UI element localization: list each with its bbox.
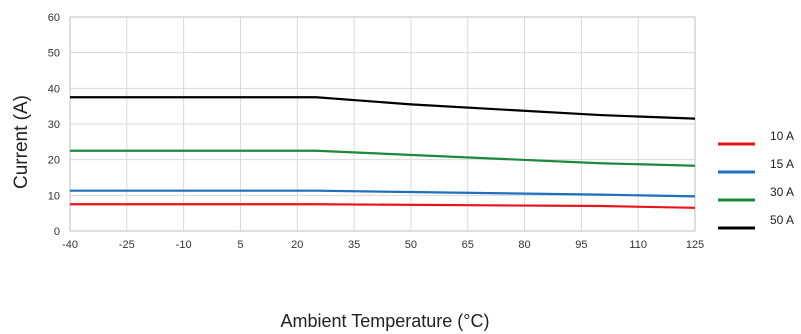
y-tick-label: 0 (54, 226, 60, 238)
y-axis-label: Current (A) (11, 95, 32, 189)
x-tick-label: 80 (518, 239, 530, 251)
series-line-50a (70, 96, 696, 120)
x-tick-label: -25 (119, 239, 135, 251)
y-tick-label: 10 (48, 190, 60, 202)
x-tick-label: 20 (291, 239, 303, 251)
y-tick-label: 60 (48, 12, 60, 24)
series-line-10a (70, 203, 696, 209)
legend-label-50a: 50 A (770, 213, 794, 227)
legend-label-30a: 30 A (770, 185, 794, 199)
y-tick-label: 40 (48, 83, 60, 95)
legend: 10 A 15 A 30 A 50 A (718, 129, 794, 230)
x-tick-label: 125 (686, 239, 704, 251)
x-tick-label: 35 (348, 239, 360, 251)
x-tick-label: 50 (405, 239, 417, 251)
y-tick-label: 50 (48, 48, 60, 60)
legend-label-15a: 15 A (770, 157, 794, 171)
y-axis-ticks: 0 10 20 30 40 50 60 (48, 12, 60, 238)
series-line-15a (70, 189, 696, 198)
x-tick-label: -40 (62, 239, 78, 251)
legend-label-10a: 10 A (770, 129, 794, 143)
grid-lines (69, 16, 696, 232)
series-lines (70, 96, 696, 209)
x-tick-label: 95 (575, 239, 587, 251)
series-line-30a (70, 149, 696, 167)
x-axis-label: Ambient Temperature (°C) (281, 311, 490, 331)
x-tick-label: 110 (629, 239, 647, 251)
plot-area-border (69, 16, 696, 232)
y-tick-label: 30 (48, 119, 60, 131)
y-tick-label: 20 (48, 155, 60, 167)
plot-frame (69, 16, 696, 232)
x-tick-label: 5 (237, 239, 243, 251)
x-axis-ticks: -40 -25 -10 5 20 35 50 65 80 95 110 125 (62, 239, 704, 251)
x-tick-label: 65 (462, 239, 474, 251)
x-tick-label: -10 (176, 239, 192, 251)
